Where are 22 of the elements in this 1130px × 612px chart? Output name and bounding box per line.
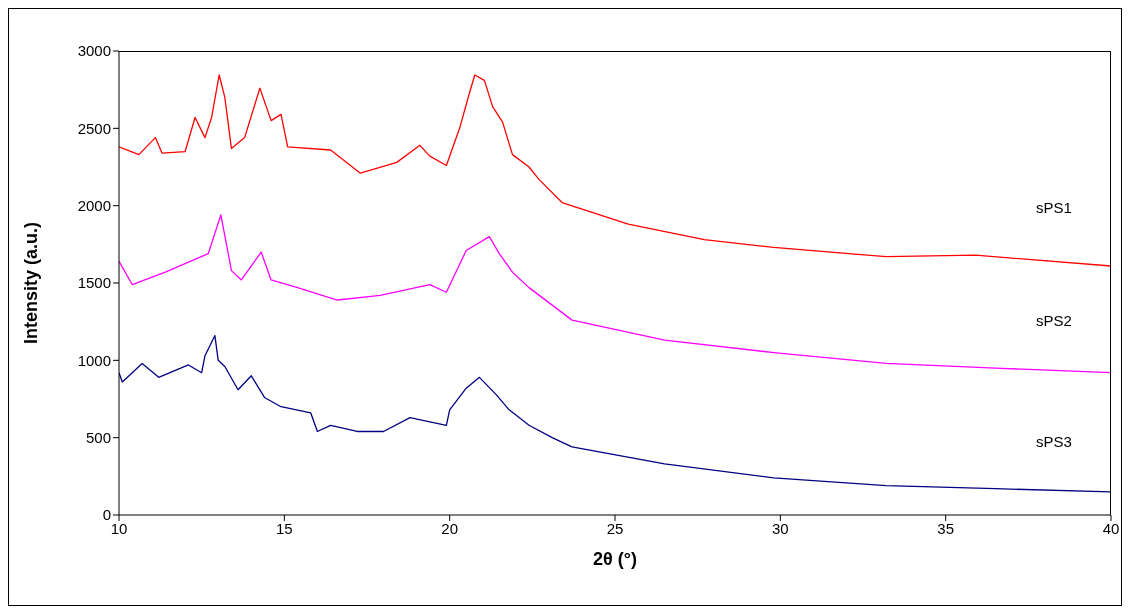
x-tick-label: 30 — [771, 519, 789, 537]
x-tick-label: 15 — [275, 519, 293, 537]
x-tick-label: 10 — [110, 519, 128, 537]
y-tick-label: 2500 — [77, 119, 111, 137]
x-tick-label: 25 — [606, 519, 624, 537]
line-series — [119, 214, 1111, 374]
x-tick-label: 20 — [441, 519, 459, 537]
y-tick-label: 1500 — [77, 274, 111, 292]
y-tick-label: 500 — [85, 428, 111, 446]
y-tick-label: 0 — [102, 506, 111, 524]
y-tick-label: 2000 — [77, 196, 111, 214]
x-tick-label: 40 — [1102, 519, 1120, 537]
y-tick-label: 3000 — [77, 42, 111, 60]
line-series — [119, 334, 1111, 493]
x-tick-label: 35 — [937, 519, 955, 537]
y-tick-label: 1000 — [77, 351, 111, 369]
text: sPS3 — [1036, 432, 1072, 450]
text: sPS2 — [1036, 312, 1072, 330]
text: sPS1 — [1036, 199, 1072, 217]
y-axis-title: Intensity (a.u.) — [21, 221, 42, 345]
x-axis-title: 2θ (°) — [593, 549, 637, 569]
line-series — [119, 74, 1111, 267]
